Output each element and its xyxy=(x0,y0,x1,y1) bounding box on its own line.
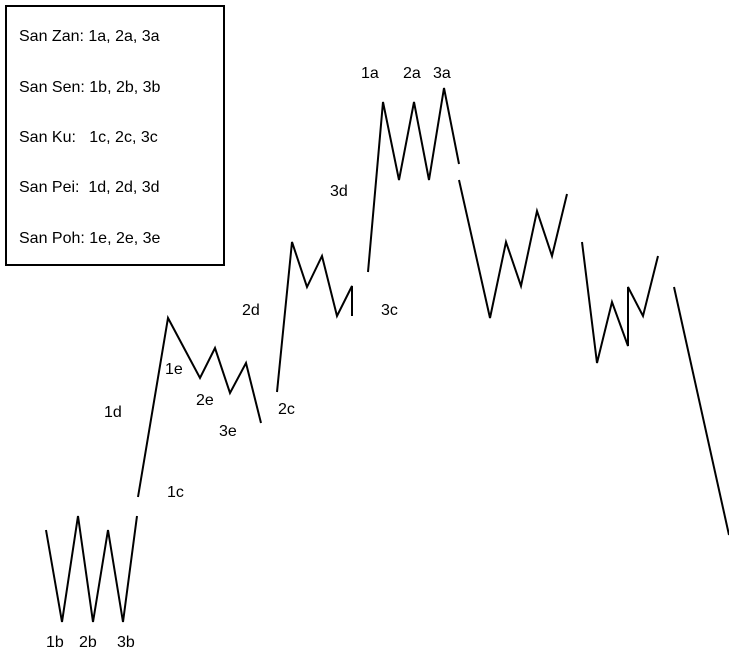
segment-san-zan xyxy=(367,87,460,273)
segment-final-drop xyxy=(673,286,729,536)
label-1b: 1b xyxy=(46,634,64,651)
legend-row-san-poh: San Poh: 1e, 2e, 3e xyxy=(19,230,161,247)
legend-row-san-zan: San Zan: 1a, 2a, 3a xyxy=(19,28,160,45)
label-2b: 2b xyxy=(79,634,97,651)
segment-third-swing xyxy=(581,241,659,364)
label-1c: 1c xyxy=(167,484,184,501)
label-2a: 2a xyxy=(403,65,421,82)
legend-row-san-sen: San Sen: 1b, 2b, 3b xyxy=(19,79,161,96)
label-1a: 1a xyxy=(361,65,379,82)
segment-decline xyxy=(458,179,568,319)
label-2d: 2d xyxy=(242,302,260,319)
label-3d: 3d xyxy=(330,183,348,200)
label-1d: 1d xyxy=(104,404,122,421)
segment-rise-san-ku xyxy=(137,314,262,498)
label-2c: 2c xyxy=(278,401,295,418)
legend-box: San Zan: 1a, 2a, 3a San Sen: 1b, 2b, 3b … xyxy=(5,5,225,266)
segment-san-sen xyxy=(45,515,138,623)
label-3e: 3e xyxy=(219,423,237,440)
legend-row-san-ku: San Ku: 1c, 2c, 3c xyxy=(19,129,158,146)
legend-row-san-pei: San Pei: 1d, 2d, 3d xyxy=(19,179,160,196)
label-3a: 3a xyxy=(433,65,451,82)
segment-second-rise xyxy=(276,241,353,393)
label-3c: 3c xyxy=(381,302,398,319)
label-3b: 3b xyxy=(117,634,135,651)
label-1e: 1e xyxy=(165,361,183,378)
label-2e: 2e xyxy=(196,392,214,409)
